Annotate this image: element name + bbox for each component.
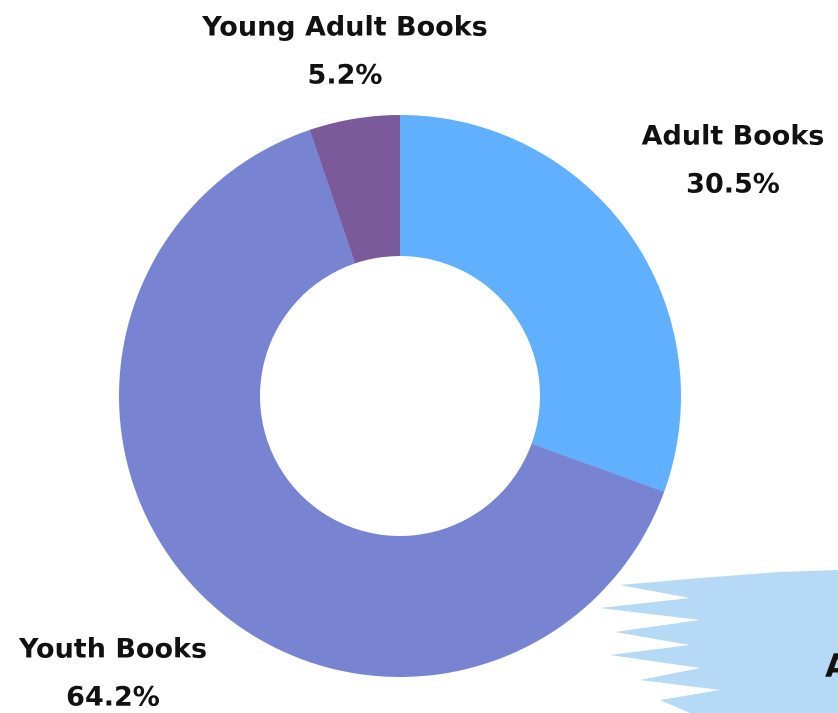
slice-label: Youth Books	[18, 634, 207, 665]
slice-value-label: 30.5%	[686, 169, 780, 200]
slice-label: Young Adult Books	[201, 12, 488, 43]
slice-label: Adult Books	[642, 121, 825, 152]
donut-slice	[400, 115, 681, 492]
chart: Adult Books 30.5% Youth Books 64.2% Young Ad…	[0, 0, 838, 713]
slice-value-label: 64.2%	[66, 682, 160, 713]
page: Adult Books 30.5% Youth Books 64.2% Young Ad…	[0, 0, 838, 713]
overlay-text: A	[825, 647, 838, 685]
brush-stroke	[600, 570, 838, 713]
slice-value-label: 5.2%	[308, 60, 383, 91]
